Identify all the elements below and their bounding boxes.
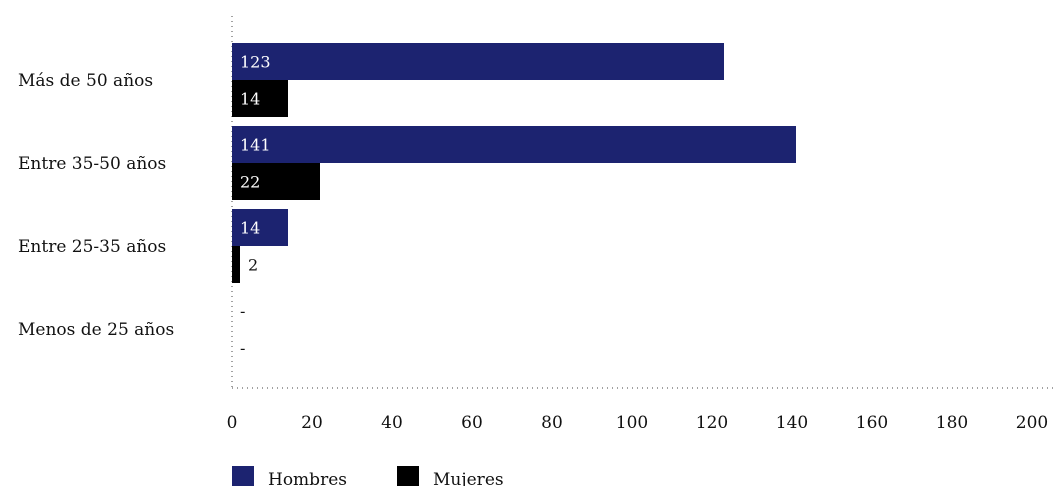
x-tick-label: 20 bbox=[301, 413, 323, 433]
x-tick-label: 180 bbox=[936, 413, 968, 433]
x-tick-label: 200 bbox=[1016, 413, 1048, 433]
x-tick-label: 120 bbox=[696, 413, 728, 433]
bar-value-label: 14 bbox=[240, 90, 260, 109]
bar-hombres bbox=[232, 209, 288, 246]
legend-swatch bbox=[397, 466, 419, 486]
bars-layer bbox=[232, 43, 796, 283]
bar-value-label: 14 bbox=[240, 219, 260, 238]
legend-label: Mujeres bbox=[433, 470, 504, 486]
x-tick-label: 0 bbox=[227, 413, 238, 433]
bar-mujeres bbox=[232, 80, 288, 117]
bar-value-label: - bbox=[240, 339, 245, 358]
category-label: Entre 35-50 años bbox=[18, 154, 166, 174]
bar-value-label: 123 bbox=[240, 53, 271, 72]
x-tick-label: 60 bbox=[461, 413, 483, 433]
category-label: Entre 25-35 años bbox=[18, 237, 166, 257]
category-label: Menos de 25 años bbox=[18, 320, 174, 340]
bar-hombres bbox=[232, 126, 796, 163]
x-tick-label: 160 bbox=[856, 413, 888, 433]
bar-value-label: 22 bbox=[240, 173, 260, 192]
bar-mujeres bbox=[232, 246, 240, 283]
bar-value-label: 2 bbox=[248, 256, 258, 275]
axes-layer: 0 20 40 60 80 100 120 140 160 180 200 bbox=[227, 16, 1056, 433]
bar-value-label: - bbox=[240, 302, 245, 321]
legend-swatch bbox=[232, 466, 254, 486]
x-tick-label: 100 bbox=[616, 413, 648, 433]
bar-mujeres bbox=[232, 163, 320, 200]
x-tick-label: 40 bbox=[381, 413, 403, 433]
category-label: Más de 50 años bbox=[18, 71, 153, 91]
legend-label: Hombres bbox=[268, 470, 347, 486]
x-tick-label: 80 bbox=[541, 413, 563, 433]
legend-layer: Hombres Mujeres bbox=[232, 466, 504, 486]
bar-hombres bbox=[232, 43, 724, 80]
x-tick-label: 140 bbox=[776, 413, 808, 433]
bar-value-label: 141 bbox=[240, 136, 271, 155]
